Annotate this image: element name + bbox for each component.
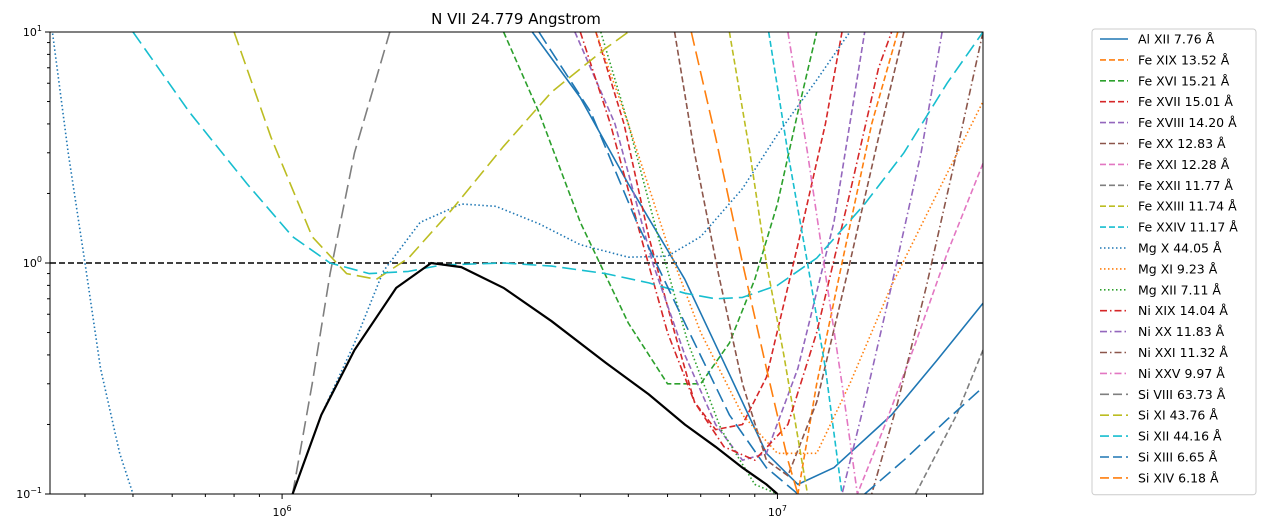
legend-label: Mg XI 9.23 Å (1138, 261, 1218, 276)
legend: Al XII 7.76 Å Fe XIX 13.52 Å Fe XVI 15.21 … (1091, 28, 1257, 496)
series-line (233, 32, 629, 281)
x-tick-label: 106 (273, 504, 292, 519)
series-line (914, 349, 983, 494)
legend-label: Mg XII 7.11 Å (1138, 282, 1221, 297)
series-line (767, 32, 843, 494)
series-line (51, 32, 134, 494)
legend-label: Ni XX 11.83 Å (1138, 324, 1225, 339)
series-line (797, 32, 899, 494)
series-line (132, 32, 983, 300)
legend-label: Ni XIX 14.04 Å (1138, 303, 1228, 318)
series-line (574, 32, 866, 461)
legend-label: Fe XVII 15.01 Å (1138, 94, 1233, 109)
series-line (864, 386, 983, 494)
legend-label: Fe XXII 11.77 Å (1138, 178, 1233, 193)
envelope-line (291, 261, 779, 494)
legend-label: Ni XXV 9.97 Å (1138, 366, 1225, 381)
series-line (502, 32, 818, 385)
ticks-layer: 106 107 10−1 100 101 (16, 24, 928, 519)
series-line (673, 32, 905, 477)
legend-label: Fe XVIII 14.20 Å (1138, 115, 1237, 130)
series-layer (50, 32, 983, 494)
legend-frame (1091, 28, 1257, 496)
legend-label: Si VIII 63.73 Å (1138, 387, 1226, 402)
legend-label: Fe XIX 13.52 Å (1138, 52, 1230, 67)
series-line (787, 32, 859, 494)
series-line (600, 32, 778, 494)
series-line (728, 32, 809, 494)
legend-label: Fe XX 12.83 Å (1138, 136, 1226, 151)
legend-label: Ni XXI 11.32 Å (1138, 345, 1228, 360)
y-tick-label: 100 (23, 255, 42, 270)
legend-label: Si XI 43.76 Å (1138, 408, 1218, 423)
legend-label: Si XIII 6.65 Å (1138, 450, 1218, 465)
legend-label: Si XIV 6.18 Å (1138, 470, 1219, 485)
y-tick-label: 101 (23, 24, 42, 39)
series-line (291, 32, 391, 494)
series-line (870, 32, 983, 494)
x-tick-label: 107 (768, 504, 787, 519)
chart-title: N VII 24.779 Angstrom (431, 10, 601, 28)
y-tick-label: 10−1 (16, 486, 42, 501)
series-line (841, 32, 943, 494)
legend-label: Fe XXI 12.28 Å (1138, 157, 1230, 172)
legend-label: Mg X 44.05 Å (1138, 241, 1222, 256)
legend-label: Fe XVI 15.21 Å (1138, 73, 1230, 88)
series-line (595, 32, 843, 431)
legend-label: Si XII 44.16 Å (1138, 429, 1222, 444)
legend-label: Al XII 7.76 Å (1138, 32, 1215, 47)
series-line (856, 163, 983, 494)
series-line (538, 32, 799, 494)
legend-label: Fe XXIV 11.17 Å (1138, 220, 1238, 235)
series-line (690, 32, 799, 494)
legend-label: Fe XXIII 11.74 Å (1138, 199, 1237, 214)
